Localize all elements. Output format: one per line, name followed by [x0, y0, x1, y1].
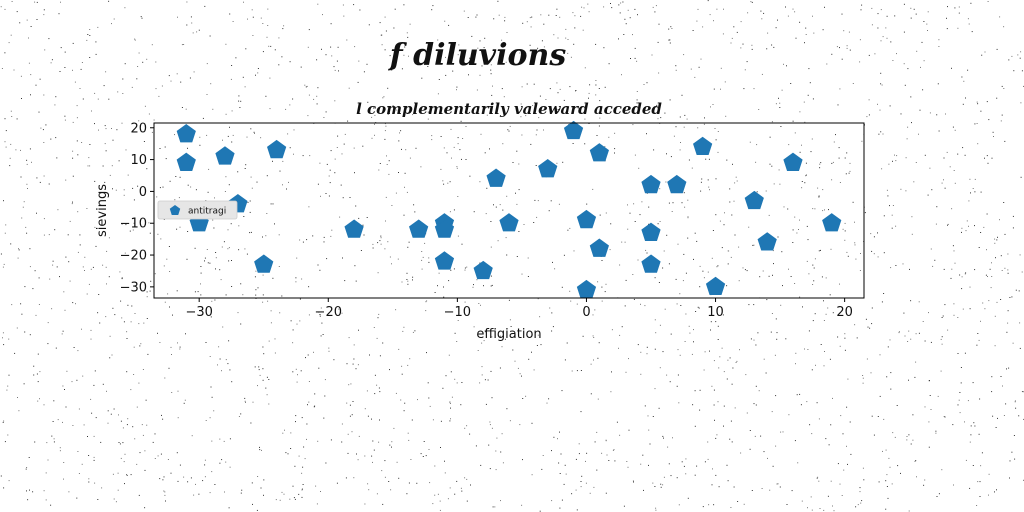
x-axis-ticks: −30 −20 −10 0 10 20	[185, 298, 853, 320]
y-axis-ticks: −30 −20 −10 0 10 20	[120, 121, 154, 295]
data-point	[499, 213, 519, 232]
chart-title: l complementarily valeward acceded	[356, 100, 662, 118]
data-point	[409, 219, 429, 238]
data-point	[267, 139, 287, 159]
x-tick-label: 20	[836, 305, 853, 320]
data-point	[783, 152, 803, 171]
data-point	[473, 260, 493, 280]
data-point	[744, 190, 764, 210]
axes-frame	[153, 122, 865, 299]
x-tick-label: −10	[444, 305, 471, 320]
x-tick-label: −20	[315, 305, 342, 320]
y-axis-label: sievings	[95, 184, 110, 237]
figure-suptitle: f diluvions	[389, 38, 567, 73]
data-point	[667, 174, 687, 194]
y-tick-label: 10	[130, 153, 147, 168]
legend-label: antitragi	[188, 207, 226, 217]
x-tick-label: 10	[707, 305, 724, 320]
data-points	[176, 120, 842, 299]
data-point	[705, 276, 726, 296]
data-point	[176, 124, 196, 143]
data-point	[576, 279, 597, 299]
data-point	[434, 219, 455, 238]
data-point	[822, 213, 842, 232]
x-tick-label: −30	[185, 305, 212, 320]
data-point	[641, 174, 661, 194]
data-point	[538, 159, 558, 178]
data-point	[215, 146, 235, 165]
data-point	[254, 254, 274, 273]
data-point	[486, 168, 506, 187]
data-point	[344, 219, 364, 238]
data-point	[641, 222, 661, 241]
y-tick-label: 0	[139, 185, 147, 200]
data-point	[693, 136, 713, 156]
y-tick-label: −30	[120, 280, 147, 295]
data-point	[576, 209, 597, 229]
data-point	[757, 232, 777, 251]
data-point	[641, 254, 661, 273]
legend: antitragi	[157, 200, 238, 220]
y-tick-label: −10	[120, 217, 147, 232]
y-tick-label: −20	[120, 249, 147, 264]
data-point	[589, 143, 609, 162]
legend-marker	[169, 205, 181, 215]
x-axis-label: effigiation	[476, 327, 541, 342]
data-point	[563, 120, 584, 140]
data-point	[589, 238, 609, 257]
y-tick-label: 20	[130, 121, 147, 136]
x-tick-label: 0	[582, 305, 590, 320]
data-point	[176, 152, 196, 171]
data-point	[434, 251, 455, 270]
